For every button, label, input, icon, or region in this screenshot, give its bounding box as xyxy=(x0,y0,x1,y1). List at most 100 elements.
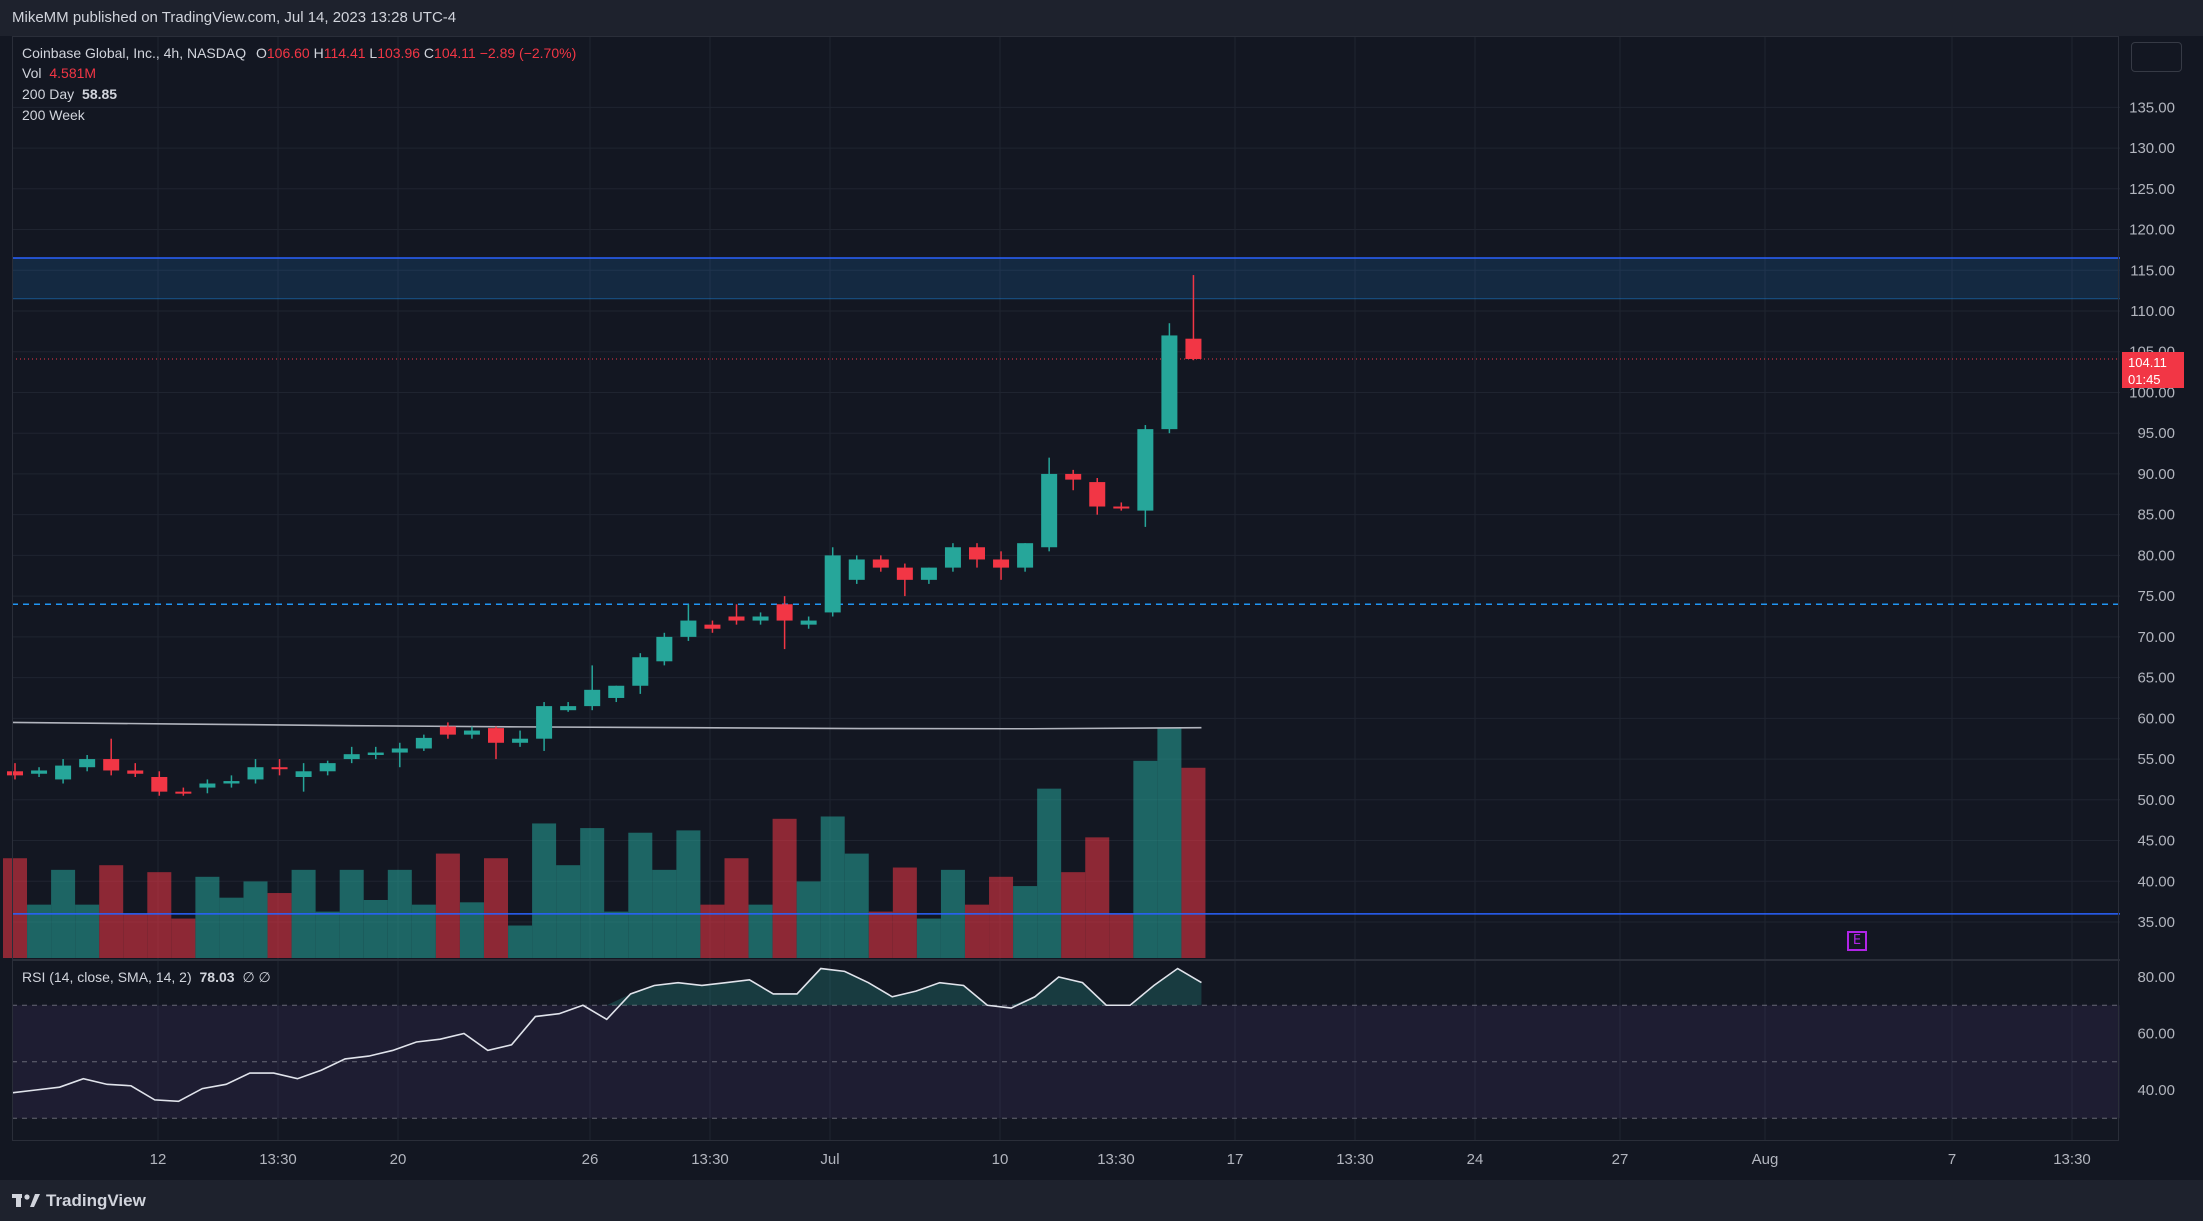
candle-body xyxy=(1065,473,1082,480)
candle-body xyxy=(7,771,23,776)
ma200-day-legend[interactable]: 200 Day 58.85 xyxy=(22,84,117,104)
candle-body xyxy=(319,763,336,772)
candle-body xyxy=(632,657,649,686)
ma200-week-legend[interactable]: 200 Week xyxy=(22,105,85,125)
volume-bar xyxy=(1085,837,1110,958)
price-axis-label: 110.00 xyxy=(2130,303,2175,320)
price-axis-label: 80.00 xyxy=(2137,547,2175,564)
rsi-value: 78.03 xyxy=(199,969,235,985)
tradingview-logo-icon xyxy=(12,1194,40,1207)
chart-settings-button[interactable] xyxy=(2131,42,2182,72)
symbol-name[interactable]: Coinbase Global, Inc., 4h, NASDAQ xyxy=(22,45,247,61)
candle-body xyxy=(367,752,384,755)
time-axis-label: 27 xyxy=(1612,1151,1629,1168)
candle-body xyxy=(103,759,120,771)
low-value: 103.96 xyxy=(377,45,421,61)
price-axis-label: 130.00 xyxy=(2129,140,2175,157)
candle-body xyxy=(560,706,577,711)
publish-info: MikeMM published on TradingView.com, Jul… xyxy=(12,9,457,26)
volume-bar xyxy=(532,823,557,958)
open-label: O xyxy=(256,45,267,61)
rsi-axis-label: 60.00 xyxy=(2137,1026,2175,1043)
price-axis-label: 55.00 xyxy=(2137,751,2175,768)
last-price-badge: 104.11 01:45 xyxy=(2122,352,2184,388)
rsi-line xyxy=(11,967,1202,1103)
rsi-legend[interactable]: RSI (14, close, SMA, 14, 2) 78.03 ∅ ∅ xyxy=(22,967,271,987)
last-price-value: 104.11 xyxy=(2128,355,2167,370)
volume-bar xyxy=(171,918,196,958)
volume-bar xyxy=(580,828,605,958)
time-axis-label: 13:30 xyxy=(2053,1151,2091,1168)
volume-value: 4.581M xyxy=(49,65,97,81)
rsi-axis-label: 40.00 xyxy=(2137,1082,2175,1099)
time-axis-label: 13:30 xyxy=(1336,1151,1374,1168)
volume-bar xyxy=(868,911,893,958)
candle-body xyxy=(872,559,889,568)
price-axis-label: 85.00 xyxy=(2137,507,2175,524)
candle-body xyxy=(969,547,985,560)
volume-bar xyxy=(219,897,244,958)
candle-body xyxy=(1089,482,1106,507)
close-value: 104.11 xyxy=(434,45,476,61)
price-axis-label: 65.00 xyxy=(2137,670,2175,687)
candle-body xyxy=(824,555,841,613)
volume-bar xyxy=(267,893,292,958)
time-axis-label: 7 xyxy=(1948,1151,1956,1168)
candle-body xyxy=(295,771,312,777)
chart-frame xyxy=(12,36,2119,1141)
candle-body xyxy=(1113,506,1130,509)
price-axis-label: 90.00 xyxy=(2137,466,2175,483)
volume-bar xyxy=(484,858,508,958)
candle-body xyxy=(199,783,216,788)
earnings-marker[interactable]: E xyxy=(1847,931,1867,951)
candle-body xyxy=(1185,338,1202,359)
time-axis: 12 13:30 20 26 13:30 Jul 10 13:30 17 13:30 24 27 Aug… xyxy=(150,1151,2091,1168)
candle-body xyxy=(247,767,264,780)
time-axis-label: 10 xyxy=(992,1151,1009,1168)
high-value: 114.41 xyxy=(323,45,366,61)
candle-body xyxy=(488,728,504,743)
price-axis-label: 75.00 xyxy=(2137,588,2175,605)
volume-bar xyxy=(435,853,460,958)
volume-bar xyxy=(1061,872,1086,958)
volume-bar xyxy=(628,832,653,958)
time-axis-label: 20 xyxy=(390,1151,407,1168)
candle-body xyxy=(463,730,480,735)
candle-body xyxy=(993,559,1010,568)
volume-bar xyxy=(508,925,533,958)
time-axis-label: 13:30 xyxy=(259,1151,297,1168)
ma200-week-label: 200 Week xyxy=(22,107,85,123)
price-axis-label: 60.00 xyxy=(2137,710,2175,727)
time-axis-label: 13:30 xyxy=(1097,1151,1135,1168)
volume-bar xyxy=(989,876,1014,958)
price-axis-label: 40.00 xyxy=(2137,873,2175,890)
rsi-axis-label: 80.00 xyxy=(2137,969,2175,986)
candle-body xyxy=(704,624,721,629)
high-label: H xyxy=(313,45,324,61)
price-axis-label: 70.00 xyxy=(2137,629,2175,646)
candle-body xyxy=(944,547,961,568)
price-axis-label: 135.00 xyxy=(2129,99,2175,116)
price-axis-label: 35.00 xyxy=(2137,914,2175,931)
candle-body xyxy=(439,726,456,735)
candle-body xyxy=(175,791,192,794)
candle-body xyxy=(79,759,96,768)
volume-legend[interactable]: Vol 4.581M xyxy=(22,63,96,83)
volume-bar xyxy=(604,911,629,958)
price-axis-label: 115.00 xyxy=(2130,262,2175,279)
price-axis-label: 95.00 xyxy=(2137,425,2175,442)
volume-bar xyxy=(844,853,869,958)
volume-bar xyxy=(3,858,27,958)
open-value: 106.60 xyxy=(266,45,310,61)
candle-body xyxy=(31,770,48,774)
candle-body xyxy=(776,604,793,621)
footer-bar: TradingView xyxy=(0,1180,2203,1221)
time-axis-label: Jul xyxy=(820,1151,839,1168)
candle-body xyxy=(512,738,529,743)
tradingview-brand[interactable]: TradingView xyxy=(12,1190,146,1212)
low-label: L xyxy=(369,45,378,61)
publish-header: MikeMM published on TradingView.com, Jul… xyxy=(0,0,2203,36)
volume-bar xyxy=(1013,886,1038,958)
price-axis-label: 120.00 xyxy=(2129,222,2175,239)
